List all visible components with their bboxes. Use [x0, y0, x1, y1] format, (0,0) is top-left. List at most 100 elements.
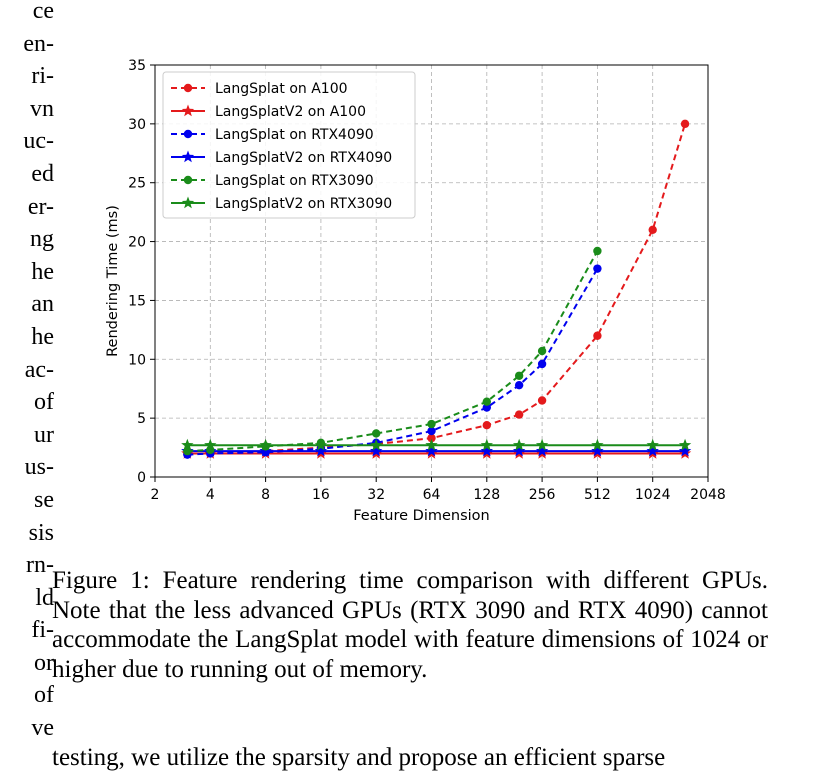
previous-column-fragment: rn-: [26, 552, 54, 579]
previous-column-fragment: ed: [31, 160, 54, 187]
legend-box: [162, 71, 416, 219]
legend-label: LangSplatV2 on RTX4090: [215, 150, 392, 166]
data-point: [593, 331, 602, 340]
legend-marker: [183, 129, 193, 139]
legend-label: LangSplatV2 on A100: [215, 104, 366, 120]
x-tick-label: 1024: [635, 487, 671, 503]
y-tick-label: 0: [137, 470, 146, 486]
data-point: [514, 380, 524, 390]
data-point: [314, 438, 328, 451]
x-axis-label: Feature Dimension: [353, 508, 489, 524]
data-point: [427, 419, 436, 429]
x-tick-label: 128: [473, 487, 500, 503]
data-point: [535, 438, 549, 451]
previous-column-fragment: he: [31, 258, 54, 285]
legend-marker: [183, 83, 193, 93]
x-tick-label: 32: [367, 487, 385, 503]
data-point: [512, 438, 526, 451]
legend-label: LangSplat on RTX4090: [215, 127, 374, 143]
previous-column-fragment: uc-: [23, 128, 54, 155]
data-point: [370, 438, 383, 451]
data-point: [591, 444, 604, 457]
legend-marker: [183, 175, 193, 185]
x-tick-label: 256: [529, 487, 556, 503]
figure-caption: Figure 1: Feature rendering time compari…: [52, 567, 768, 683]
previous-column-fragment: or: [34, 649, 54, 676]
previous-column-fragment: ur: [34, 421, 54, 448]
data-point: [512, 444, 526, 457]
x-tick-label: 2048: [690, 487, 726, 503]
x-tick-label: 8: [261, 487, 270, 503]
x-tick-label: 2: [151, 487, 160, 503]
data-point: [370, 444, 383, 457]
previous-column-fragment: se: [34, 486, 54, 513]
data-point: [646, 444, 659, 457]
data-point: [482, 403, 491, 412]
data-point: [678, 444, 692, 457]
data-point: [425, 438, 438, 451]
data-point: [678, 438, 692, 451]
previous-column-fragment: us-: [24, 454, 54, 481]
previous-column-fragment: fi-: [31, 617, 54, 644]
legend-marker: [181, 150, 195, 163]
data-point: [482, 421, 491, 430]
x-tick-label: 4: [206, 487, 215, 503]
data-point: [181, 438, 194, 451]
legend-marker: [181, 104, 195, 117]
series-line-0: [187, 123, 687, 455]
series-line-2: [187, 268, 599, 456]
data-point: [480, 444, 493, 457]
data-point: [427, 426, 436, 436]
data-point: [514, 410, 524, 419]
y-tick-label: 20: [128, 235, 146, 251]
data-point: [427, 433, 436, 443]
previous-column-fragment: ld: [35, 584, 54, 611]
previous-column-fragment: sis: [28, 519, 54, 546]
previous-column-fragment: an: [31, 291, 54, 318]
data-point: [593, 246, 602, 256]
data-point: [514, 371, 524, 380]
data-point: [535, 444, 549, 457]
legend-label: LangSplatV2 on RTX3090: [215, 196, 392, 212]
y-tick-label: 15: [128, 293, 146, 309]
data-point: [259, 438, 272, 451]
x-tick-label: 64: [423, 487, 441, 503]
previous-column-fragment: en-: [23, 30, 54, 57]
data-point: [482, 397, 491, 406]
previous-column-fragment: ng: [30, 226, 54, 253]
x-tick-label: 16: [312, 487, 330, 503]
y-tick-label: 30: [128, 117, 146, 133]
data-point: [480, 438, 493, 451]
data-point: [537, 346, 547, 356]
previous-column-fragment: vn: [30, 95, 54, 122]
series-line-4: [187, 250, 599, 453]
data-point: [591, 438, 604, 451]
previous-column-fragment: ce: [32, 0, 54, 24]
data-point: [593, 264, 602, 273]
y-tick-label: 10: [128, 352, 146, 368]
data-point: [537, 359, 547, 369]
data-point: [314, 444, 328, 457]
y-tick-label: 5: [137, 411, 146, 427]
previous-column-fragment: of: [34, 389, 54, 416]
rendering-time-chart: 2 4 8 16 32 64 128 256 512 1024 2048 0 5 10 15 20 25 30 35…: [105, 58, 726, 524]
x-tick-label: 512: [584, 487, 611, 503]
y-tick-label: 35: [128, 58, 146, 74]
data-point: [537, 396, 547, 405]
y-axis-label: Rendering Time (ms): [105, 205, 121, 357]
data-point: [680, 119, 690, 129]
data-point: [425, 444, 438, 457]
previous-column-fragment: ac-: [24, 356, 54, 383]
previous-column-fragment: ve: [31, 715, 54, 742]
data-point: [648, 225, 657, 234]
data-point: [646, 438, 659, 451]
legend-marker: [181, 196, 195, 209]
legend-label: LangSplat on RTX3090: [215, 173, 374, 189]
previous-column-fragment: ri-: [31, 63, 54, 90]
body-text-line: testing, we utilize the sparsity and pro…: [52, 744, 666, 771]
previous-column-fragment: er-: [27, 193, 54, 220]
legend-label: LangSplat on A100: [215, 81, 348, 97]
data-point: [372, 429, 381, 438]
previous-column-fragment: he: [31, 323, 54, 350]
y-tick-label: 25: [128, 176, 146, 192]
